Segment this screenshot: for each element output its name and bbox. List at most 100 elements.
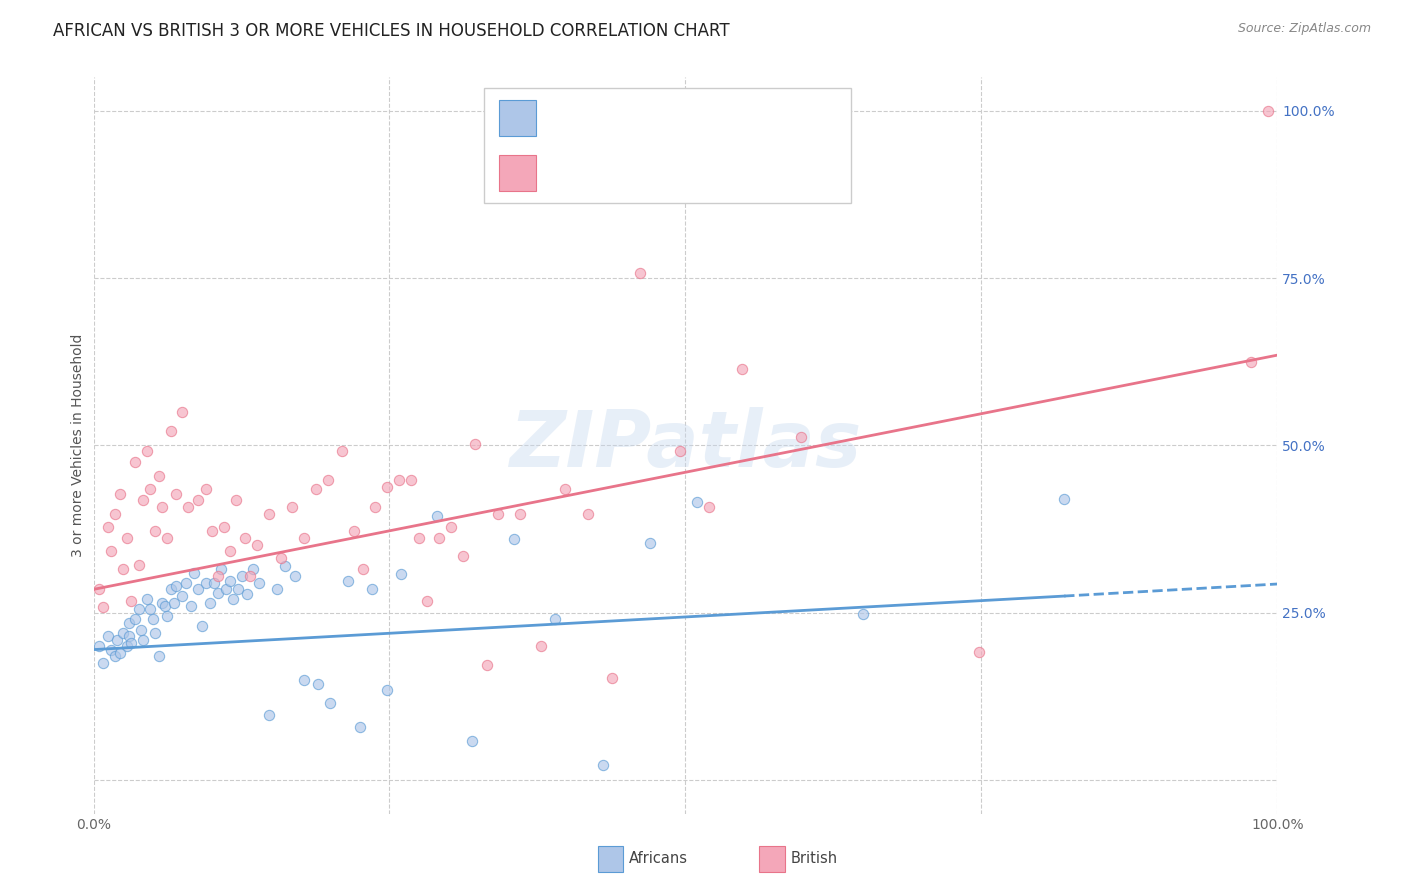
Point [105, 632, 128, 647]
Point [292, 531, 315, 545]
Point [207, 585, 229, 599]
Point [308, 677, 330, 691]
Point [195, 482, 218, 496]
Point [139, 602, 162, 616]
Point [292, 673, 315, 687]
Point [1053, 491, 1076, 506]
Point [592, 758, 614, 772]
Point [132, 493, 155, 508]
Point [360, 582, 382, 597]
Point [337, 574, 360, 588]
Point [89, 639, 111, 653]
Point [247, 575, 270, 590]
Point [159, 582, 181, 597]
Point [852, 607, 875, 621]
Point [112, 562, 135, 576]
Point [195, 575, 218, 590]
Point [212, 520, 235, 534]
Point [576, 507, 599, 521]
Point [270, 550, 292, 565]
Point [967, 644, 990, 658]
Point [120, 636, 142, 650]
Point [135, 592, 157, 607]
Point [364, 500, 387, 514]
Point [266, 582, 288, 597]
Point [416, 593, 439, 607]
Point [201, 524, 224, 538]
Point [100, 642, 122, 657]
Point [163, 596, 186, 610]
Point [509, 507, 531, 521]
Point [100, 544, 122, 558]
Point [112, 625, 135, 640]
Point [246, 537, 269, 551]
Point [451, 549, 474, 563]
Point [108, 646, 131, 660]
Point [257, 707, 280, 722]
Point [198, 596, 221, 610]
Text: British: British [790, 852, 838, 866]
Point [104, 507, 127, 521]
Point [143, 625, 166, 640]
Point [207, 569, 229, 583]
Point [148, 649, 170, 664]
Point [165, 486, 187, 500]
Text: ZIPatlas: ZIPatlas [509, 408, 862, 483]
Point [236, 587, 259, 601]
Point [600, 671, 623, 685]
Point [187, 493, 209, 508]
Point [202, 575, 225, 590]
Point [426, 508, 449, 523]
Point [530, 639, 553, 653]
Point [502, 532, 524, 546]
Point [274, 558, 297, 573]
Point [143, 524, 166, 538]
Point [231, 569, 253, 583]
Point [389, 566, 412, 581]
Point [150, 596, 173, 610]
Point [399, 473, 422, 487]
Point [353, 562, 375, 576]
Point [225, 493, 247, 508]
Point [475, 657, 498, 672]
Point [284, 569, 307, 583]
Point [118, 615, 141, 630]
Point [172, 589, 194, 603]
Point [128, 602, 150, 616]
Point [226, 582, 249, 597]
Point [174, 575, 197, 590]
Point [124, 455, 146, 469]
Point [218, 574, 240, 588]
Point [89, 582, 111, 597]
Point [731, 361, 754, 376]
Point [120, 593, 142, 607]
Point [375, 480, 398, 494]
Point [165, 579, 187, 593]
Point [222, 592, 245, 607]
Point [330, 443, 353, 458]
Point [172, 405, 194, 419]
Point [150, 500, 173, 514]
Point [129, 623, 152, 637]
Point [281, 500, 304, 514]
Point [440, 520, 463, 534]
Point [427, 531, 450, 545]
Point [554, 482, 576, 496]
Text: Africans: Africans [628, 852, 688, 866]
Point [209, 562, 232, 576]
Point [177, 500, 200, 514]
Point [408, 531, 430, 545]
Text: Source: ZipAtlas.com: Source: ZipAtlas.com [1237, 22, 1371, 36]
Point [135, 443, 157, 458]
Point [1240, 355, 1263, 369]
Point [375, 682, 398, 697]
Point [686, 495, 709, 509]
Point [638, 535, 661, 549]
Point [128, 558, 150, 572]
Y-axis label: 3 or more Vehicles in Household: 3 or more Vehicles in Household [72, 334, 86, 558]
Point [139, 482, 162, 496]
Point [233, 531, 256, 545]
Point [118, 629, 141, 643]
Point [91, 600, 114, 615]
Point [215, 582, 238, 597]
